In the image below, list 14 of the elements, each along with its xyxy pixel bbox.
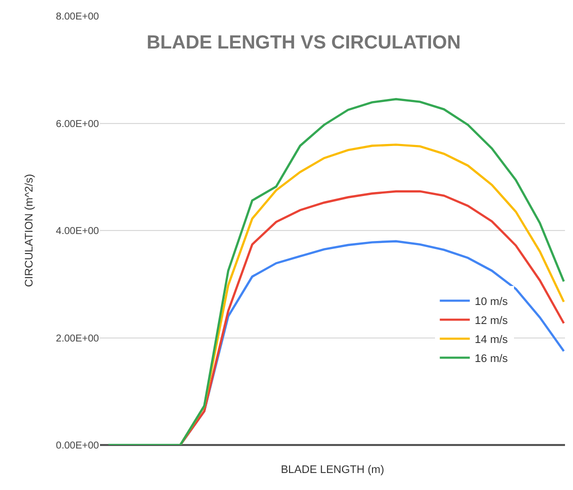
y-tick-label: 8.00E+00	[56, 12, 100, 22]
legend-label: 12 m/s	[474, 314, 508, 327]
x-axis-title: BLADE LENGTH (m)	[280, 464, 384, 476]
y-tick-label: 0.00E+00	[56, 440, 100, 452]
text: BLADE LENGTH VS CIRCULATION	[146, 32, 461, 54]
y-axis-title: CIRCULATION (m^2/s)	[24, 174, 36, 288]
line-series	[179, 190, 565, 445]
legend-label: 10 m/s	[474, 296, 508, 308]
y-tick-label: 4.00E+00	[56, 226, 100, 237]
legend-label: 16 m/s	[474, 352, 508, 365]
y-tick-label: 2.00E+00	[56, 333, 100, 344]
legend-label: 14 m/s	[474, 334, 508, 346]
y-tick-label: 6.00E+00	[56, 118, 100, 130]
line-series	[107, 98, 565, 445]
